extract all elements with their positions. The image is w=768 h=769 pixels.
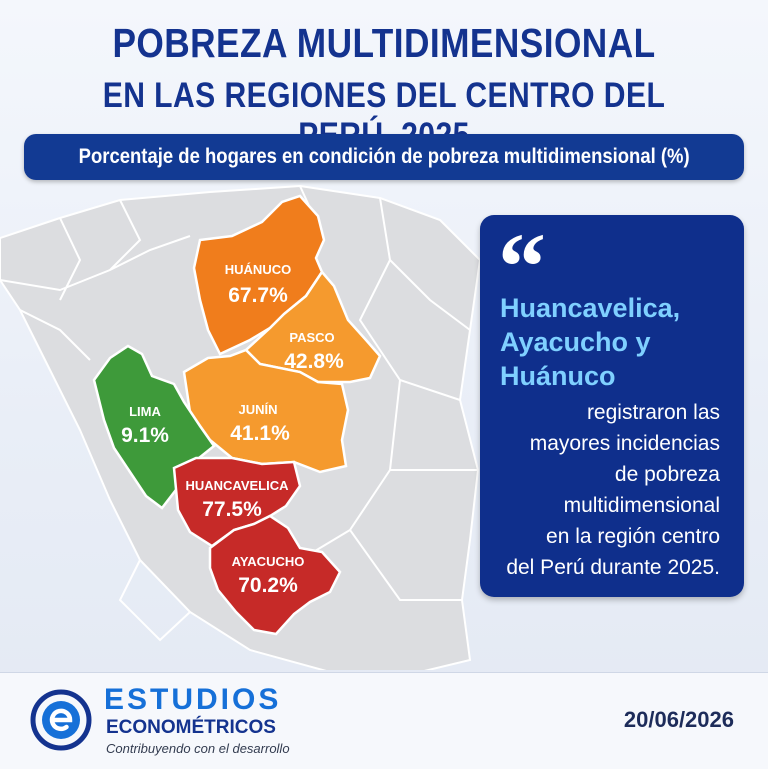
- region-huanuco-name: HUÁNUCO: [225, 262, 291, 277]
- quote-mark-icon: “: [498, 213, 546, 320]
- region-junin[interactable]: [182, 348, 350, 474]
- region-junin-name: JUNÍN: [238, 402, 277, 417]
- region-huancavelica-value: 77.5%: [202, 498, 262, 521]
- region-ayacucho[interactable]: [208, 514, 342, 636]
- quote-body-line: registraron las: [586, 401, 720, 424]
- region-huanuco-value: 67.7%: [228, 284, 288, 307]
- region-lima-name: LIMA: [129, 404, 161, 419]
- quote-body: registraron las mayores incidencias de p…: [480, 397, 744, 583]
- subtitle-banner: Porcentaje de hogares en condición de po…: [24, 134, 744, 180]
- quote-highlight-line: Ayacucho y: [500, 327, 651, 357]
- brand-name-line-1: ESTUDIOS: [104, 683, 282, 716]
- brand-logo-icon: [30, 689, 92, 751]
- quote-highlight-line: Huancavelica,: [500, 293, 681, 323]
- quote-body-line: de pobreza: [614, 463, 720, 486]
- region-ayacucho-name: AYACUCHO: [232, 554, 305, 569]
- region-pasco-name: PASCO: [289, 330, 334, 345]
- quote-body-line: mayores incidencias: [529, 432, 720, 455]
- brand-tagline: Contribuyendo con el desarrollo: [106, 741, 290, 756]
- footer: ESTUDIOS ECONOMÉTRICOS Contribuyendo con…: [0, 672, 768, 769]
- brand-name-line-2: ECONOMÉTRICOS: [106, 717, 276, 738]
- quote-highlight: Huancavelica, Ayacucho y Huánuco: [500, 291, 740, 393]
- quote-box: “ Huancavelica, Ayacucho y Huánuco regis…: [480, 215, 744, 597]
- region-lima-value: 9.1%: [121, 424, 169, 447]
- region-huancavelica-name: HUANCAVELICA: [185, 478, 289, 493]
- page-title-line-1: POBREZA MULTIDIMENSIONAL: [112, 20, 656, 66]
- region-ayacucho-value: 70.2%: [238, 574, 298, 597]
- region-huancavelica[interactable]: [172, 456, 302, 548]
- region-pasco-value: 42.8%: [284, 350, 344, 373]
- publication-date: 20/06/2026: [623, 707, 734, 732]
- quote-highlight-line: Huánuco: [500, 361, 616, 391]
- subtitle-text: Porcentaje de hogares en condición de po…: [78, 145, 690, 168]
- quote-body-line: multidimensional: [563, 494, 720, 517]
- region-junin-value: 41.1%: [230, 422, 290, 445]
- peru-map: HUÁNUCO 67.7% PASCO 42.8% LIMA 9.1% JUNÍ…: [0, 184, 482, 670]
- quote-body-line: del Perú durante 2025.: [506, 556, 720, 579]
- quote-body-line: en la región centro: [546, 525, 720, 548]
